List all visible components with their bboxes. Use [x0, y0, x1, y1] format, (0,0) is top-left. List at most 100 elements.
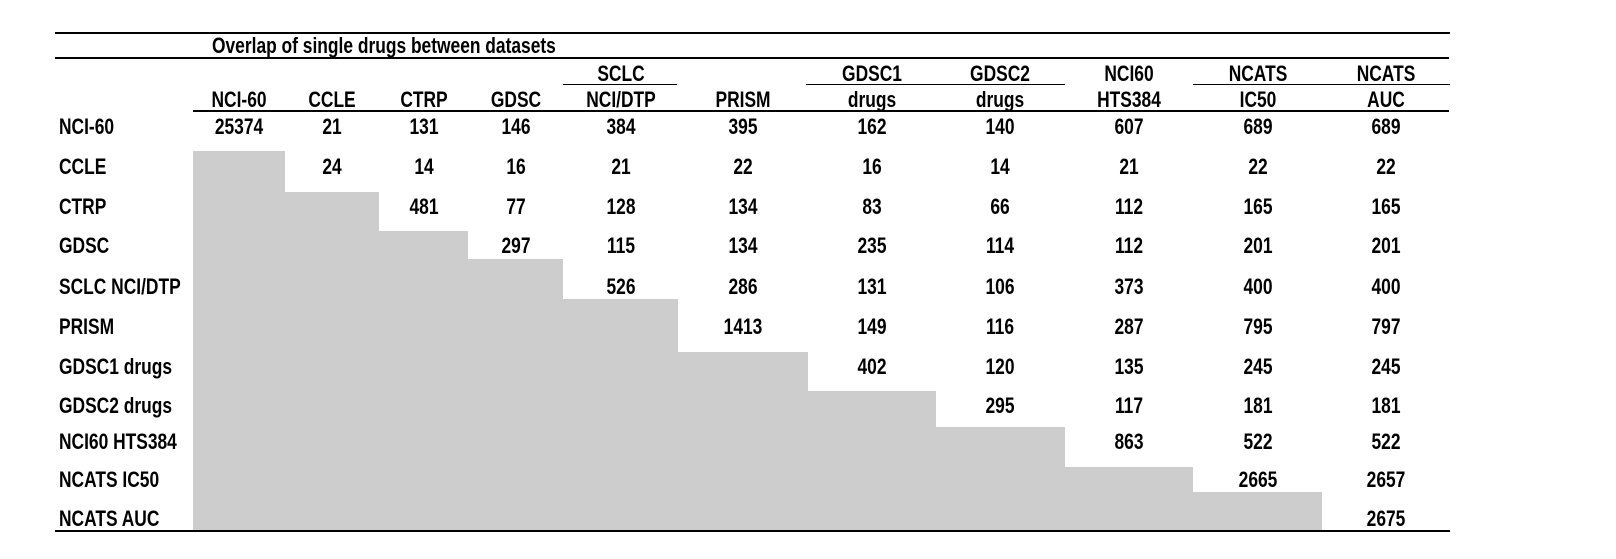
- cell-gdsc-gdsc1-drugs: 235: [857, 233, 887, 258]
- column-header-gdsc1-drugs: drugs: [847, 86, 896, 112]
- row-label-prism: PRISM: [59, 313, 115, 339]
- cell-sclc-nci-dtp-sclc-nci-dtp: 526: [606, 274, 636, 299]
- cell-gdsc-sclc-nci-dtp: 115: [606, 233, 635, 258]
- column-header-top-ncats-ic50: NCATS: [1228, 61, 1287, 86]
- cell-sclc-nci-dtp-ncats-ic50: 400: [1242, 274, 1273, 299]
- cell-nci-60-prism: 395: [728, 114, 758, 140]
- cell-prism-nci60-hts384: 287: [1114, 313, 1144, 339]
- column-header-top-ncats-auc: NCATS: [1356, 61, 1416, 86]
- table-title: Overlap of single drugs between datasets: [212, 33, 557, 59]
- column-header-prism: PRISM: [715, 86, 771, 112]
- column-header-sclc-nci-dtp: NCI/DTP: [585, 86, 656, 112]
- row-label-ncats-auc: NCATS AUC: [59, 506, 160, 532]
- rule-span-ncats: [1192, 83, 1450, 86]
- row-label-nci-60: NCI-60: [59, 114, 115, 140]
- cell-ccle-gdsc: 16: [505, 153, 526, 179]
- cell-sclc-nci-dtp-nci60-hts384: 373: [1114, 274, 1144, 299]
- cell-ncats-auc-ncats-auc: 2675: [1366, 506, 1406, 532]
- cell-gdsc-prism: 134: [728, 233, 758, 258]
- column-header-gdsc2-drugs: drugs: [976, 86, 1025, 112]
- column-header-nci60-hts384: HTS384: [1097, 86, 1161, 112]
- cell-sclc-nci-dtp-prism: 286: [728, 274, 758, 299]
- cell-gdsc2-drugs-nci60-hts384: 117: [1114, 393, 1143, 419]
- row-label-ccle: CCLE: [59, 153, 107, 179]
- cell-gdsc1-drugs-gdsc1-drugs: 402: [857, 354, 887, 380]
- cell-ccle-ccle: 24: [322, 153, 342, 179]
- column-header-ncats-auc: AUC: [1366, 86, 1405, 112]
- cell-prism-ncats-auc: 797: [1371, 313, 1401, 339]
- cell-ccle-ctrp: 14: [414, 153, 434, 179]
- cell-ccle-prism: 22: [733, 153, 753, 179]
- cell-sclc-nci-dtp-ncats-auc: 400: [1371, 274, 1401, 299]
- rule-bottom: [55, 529, 1450, 533]
- cell-ctrp-gdsc: 77: [505, 193, 526, 219]
- cell-nci60-hts384-ncats-auc: 522: [1371, 428, 1401, 454]
- cell-gdsc2-drugs-gdsc2-drugs: 295: [985, 393, 1015, 419]
- cell-ccle-nci60-hts384: 21: [1119, 153, 1139, 179]
- cell-ctrp-nci60-hts384: 112: [1114, 193, 1143, 219]
- column-header-gdsc: GDSC: [490, 86, 541, 112]
- cell-nci-60-nci-60: 25374: [215, 114, 264, 140]
- cell-gdsc-nci60-hts384: 112: [1114, 233, 1143, 258]
- cell-gdsc1-drugs-nci60-hts384: 135: [1114, 354, 1144, 380]
- cell-gdsc2-drugs-ncats-ic50: 181: [1242, 393, 1273, 419]
- column-header-top-sclc-nci-dtp: SCLC: [596, 61, 645, 86]
- cell-nci60-hts384-ncats-ic50: 522: [1242, 428, 1273, 454]
- cell-gdsc2-drugs-ncats-auc: 181: [1371, 393, 1401, 419]
- cell-ctrp-sclc-nci-dtp: 128: [606, 193, 636, 219]
- cell-gdsc-ncats-ic50: 201: [1242, 233, 1273, 258]
- cell-ccle-gdsc2-drugs: 14: [990, 153, 1010, 179]
- cell-gdsc1-drugs-ncats-ic50: 245: [1242, 354, 1273, 380]
- cell-ctrp-gdsc1-drugs: 83: [862, 193, 882, 219]
- cell-ctrp-prism: 134: [728, 193, 758, 219]
- cell-nci-60-ncats-auc: 689: [1371, 114, 1401, 140]
- cell-prism-ncats-ic50: 795: [1242, 313, 1273, 339]
- cell-ctrp-ctrp: 481: [409, 193, 439, 219]
- row-label-gdsc: GDSC: [59, 233, 110, 258]
- cell-ncats-ic50-ncats-auc: 2657: [1366, 467, 1406, 493]
- cell-nci-60-sclc-nci-dtp: 384: [606, 114, 636, 140]
- column-header-top-gdsc2-drugs: GDSC2: [970, 61, 1031, 86]
- row-label-ncats-ic50: NCATS IC50: [59, 467, 160, 493]
- rule-header-bottom: [193, 109, 1450, 112]
- row-label-ctrp: CTRP: [59, 193, 107, 219]
- cell-ctrp-ncats-auc: 165: [1371, 193, 1401, 219]
- column-header-ctrp: CTRP: [400, 86, 448, 112]
- cell-ccle-gdsc1-drugs: 16: [862, 153, 882, 179]
- row-label-gdsc2-drugs: GDSC2 drugs: [59, 393, 172, 419]
- cell-nci-60-ccle: 21: [322, 114, 342, 140]
- rule-top: [54, 31, 1450, 34]
- column-header-ncats-ic50: IC50: [1239, 86, 1276, 112]
- cell-nci-60-gdsc: 146: [501, 114, 531, 140]
- cell-nci60-hts384-nci60-hts384: 863: [1114, 428, 1144, 454]
- cell-sclc-nci-dtp-gdsc2-drugs: 106: [985, 274, 1015, 299]
- cell-gdsc1-drugs-gdsc2-drugs: 120: [985, 354, 1015, 380]
- column-header-top-nci60-hts384: NCI60: [1104, 61, 1154, 86]
- cell-nci-60-gdsc2-drugs: 140: [985, 114, 1015, 140]
- cell-ccle-ncats-auc: 22: [1376, 153, 1396, 179]
- shaded-step-ncats-auc: [193, 491, 1322, 531]
- cell-ccle-ncats-ic50: 22: [1247, 153, 1268, 179]
- cell-gdsc-gdsc: 297: [501, 233, 531, 258]
- cell-ctrp-gdsc2-drugs: 66: [990, 193, 1010, 219]
- cell-ccle-sclc-nci-dtp: 21: [610, 153, 631, 179]
- cell-ncats-ic50-ncats-ic50: 2665: [1238, 467, 1277, 493]
- row-label-gdsc1-drugs: GDSC1 drugs: [59, 354, 172, 380]
- rule-span-sclc: [563, 83, 678, 86]
- rule-title-bottom: [54, 56, 1449, 60]
- cell-prism-gdsc1-drugs: 149: [857, 313, 887, 339]
- cell-nci-60-ctrp: 131: [409, 114, 439, 140]
- column-header-ccle: CCLE: [308, 86, 356, 112]
- cell-nci-60-nci60-hts384: 607: [1114, 114, 1144, 140]
- cell-gdsc-ncats-auc: 201: [1371, 233, 1401, 258]
- cell-gdsc-gdsc2-drugs: 114: [986, 233, 1015, 258]
- cell-prism-gdsc2-drugs: 116: [986, 313, 1015, 339]
- column-header-nci-60: NCI-60: [211, 86, 267, 112]
- cell-ctrp-ncats-ic50: 165: [1242, 193, 1273, 219]
- cell-prism-prism: 1413: [723, 313, 763, 339]
- cell-nci-60-ncats-ic50: 689: [1242, 114, 1273, 140]
- cell-sclc-nci-dtp-gdsc1-drugs: 131: [857, 274, 887, 299]
- cell-gdsc1-drugs-ncats-auc: 245: [1371, 354, 1401, 380]
- row-label-nci60-hts384: NCI60 HTS384: [59, 428, 177, 454]
